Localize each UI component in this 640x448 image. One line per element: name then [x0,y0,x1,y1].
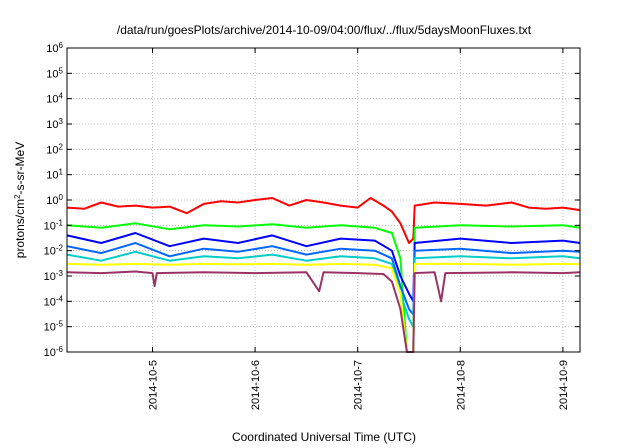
y-tick-exponent: 4 [59,91,64,100]
series-line [66,222,581,353]
chart-title: /data/run/goesPlots/archive/2014-10-09/0… [117,23,532,37]
x-tick-label: 2014-10-5 [148,360,160,410]
y-axis-label-rest: -s-sr-MeV [13,142,27,195]
y-tick-label: 105 [46,66,63,81]
x-tick-labels: 2014-10-5 2014-10-6 2014-10-7 2014-10-8 2014… [148,48,570,410]
y-tick-exponent: -5 [56,319,64,328]
y-tick-label: 10-5 [44,319,64,334]
plot-frame [66,47,581,353]
y-tick-exponent: 3 [59,117,64,126]
y-tick-base: 10 [46,68,58,80]
y-tick-base: 10 [44,271,56,283]
x-tick-label: 2014-10-9 [558,360,570,410]
y-tick-exponent: -2 [56,243,64,252]
y-tick-exponent: -6 [56,345,64,354]
grid [67,48,580,352]
y-tick-label: 10-6 [44,345,64,360]
y-tick-exponent: 1 [59,167,64,176]
y-tick-label: 10-4 [44,294,64,309]
y-tick-label: 101 [46,167,63,182]
y-tick-exponent: -3 [56,269,64,278]
y-tick-base: 10 [46,144,58,156]
y-tick-base: 10 [44,220,56,232]
y-tick-base: 10 [46,94,58,106]
y-axis-label: protons/cm2-s-sr-MeV [13,142,28,258]
y-tick-base: 10 [46,195,58,207]
series-line [66,232,581,303]
series-line [66,250,581,328]
y-tick-label: 106 [46,41,63,56]
series-line [66,262,581,353]
y-tick-label: 103 [46,117,63,132]
series-group [66,197,581,353]
x-tick-label: 2014-10-8 [455,360,467,410]
y-tick-base: 10 [46,119,58,131]
y-tick-labels: 10-610-510-410-310-210-11001011021031041… [44,41,580,360]
y-tick-exponent: 5 [59,66,64,75]
x-tick-label: 2014-10-7 [353,360,365,410]
y-tick-base: 10 [44,246,56,258]
y-axis-label-sup: 2 [13,194,22,199]
y-tick-label: 104 [46,91,63,106]
y-axis-label-base: protons/cm [13,199,27,258]
y-tick-exponent: 0 [59,193,64,202]
y-tick-label: 10-1 [44,218,64,233]
y-tick-label: 100 [46,193,63,208]
y-tick-exponent: 2 [59,142,64,151]
x-axis-label: Coordinated Universal Time (UTC) [232,430,416,444]
y-tick-base: 10 [46,170,58,182]
y-tick-exponent: 6 [59,41,64,50]
y-tick-label: 102 [46,142,63,157]
y-tick-exponent: -4 [56,294,64,303]
x-tick-label: 2014-10-6 [250,360,262,410]
y-tick-base: 10 [44,347,56,359]
series-line [66,197,581,244]
series-line [66,242,581,316]
y-tick-exponent: -1 [56,218,64,227]
y-tick-base: 10 [44,296,56,308]
series-line [66,270,581,353]
y-tick-label: 10-3 [44,269,64,284]
y-tick-base: 10 [46,43,58,55]
y-tick-label: 10-2 [44,243,64,258]
y-tick-base: 10 [44,322,56,334]
